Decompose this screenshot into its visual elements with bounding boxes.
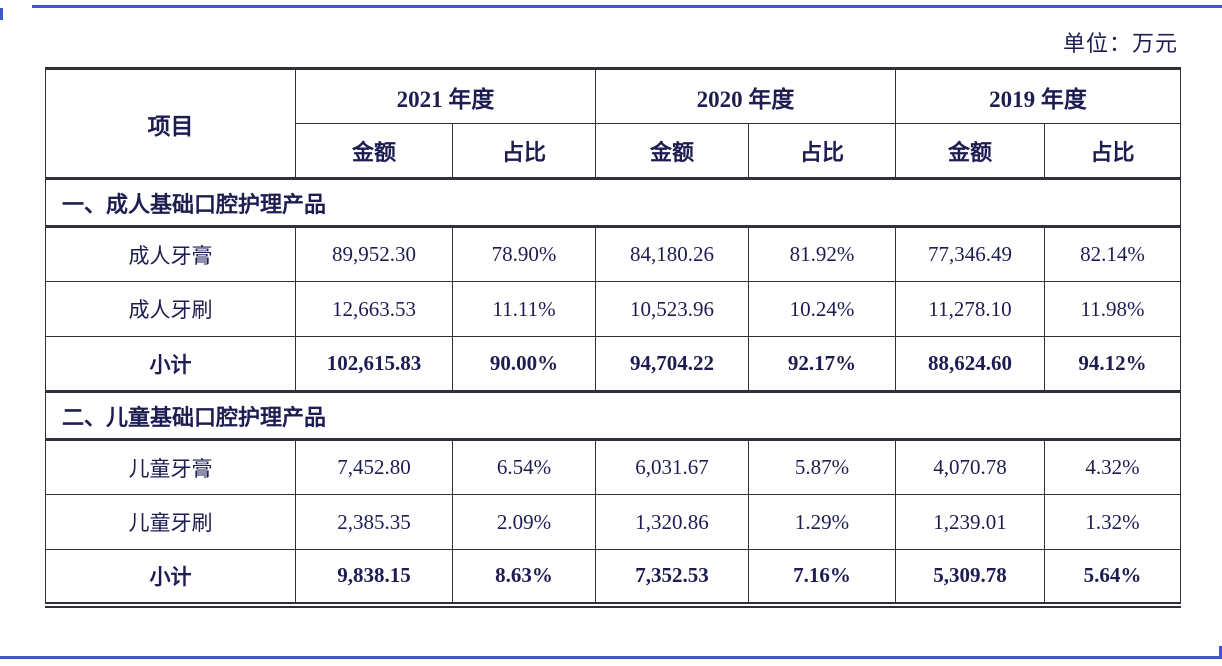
amount-cell-2019: 11,278.10 xyxy=(895,281,1045,337)
ratio-cell-2021: 11.11% xyxy=(452,281,596,337)
column-header-item: 项目 xyxy=(45,68,296,179)
amount-cell-2021: 102,615.83 xyxy=(295,336,453,392)
table-row-adult-toothbrush: 成人牙刷 12,663.53 11.11% 10,523.96 10.24% 1… xyxy=(45,281,1181,337)
amount-cell-2020: 6,031.67 xyxy=(595,439,749,495)
subheader-amount-2019: 金额 xyxy=(895,123,1045,180)
year-header-2021: 2021 年度 xyxy=(295,68,596,124)
amount-cell-2019: 4,070.78 xyxy=(895,439,1045,495)
subheader-ratio-2020: 占比 xyxy=(748,123,896,180)
section-row-children: 二、儿童基础口腔护理产品 xyxy=(45,390,1181,441)
amount-cell-2020: 10,523.96 xyxy=(595,281,749,337)
subheader-ratio-2021: 占比 xyxy=(452,123,596,180)
row-name-cell: 儿童牙膏 xyxy=(45,439,296,495)
amount-cell-2020: 84,180.26 xyxy=(595,226,749,282)
year-header-2020: 2020 年度 xyxy=(595,68,896,124)
row-name-cell: 儿童牙刷 xyxy=(45,494,296,550)
financial-breakdown-table: 项目 2021 年度 2020 年度 2019 年度 金额 占比 金额 占比 金… xyxy=(45,67,1181,608)
ratio-cell-2019: 5.64% xyxy=(1044,549,1181,608)
table-row-children-subtotal: 小计 9,838.15 8.63% 7,352.53 7.16% 5,309.7… xyxy=(45,549,1181,608)
amount-cell-2021: 89,952.30 xyxy=(295,226,453,282)
table-row-children-toothbrush: 儿童牙刷 2,385.35 2.09% 1,320.86 1.29% 1,239… xyxy=(45,494,1181,550)
amount-cell-2020: 7,352.53 xyxy=(595,549,749,608)
section-title-children: 二、儿童基础口腔护理产品 xyxy=(45,390,1181,441)
table-row-children-toothpaste: 儿童牙膏 7,452.80 6.54% 6,031.67 5.87% 4,070… xyxy=(45,439,1181,495)
section-row-adult: 一、成人基础口腔护理产品 xyxy=(45,177,1181,228)
amount-cell-2020: 94,704.22 xyxy=(595,336,749,392)
amount-cell-2019: 88,624.60 xyxy=(895,336,1045,392)
amount-cell-2019: 77,346.49 xyxy=(895,226,1045,282)
amount-cell-2019: 1,239.01 xyxy=(895,494,1045,550)
ratio-cell-2020: 10.24% xyxy=(748,281,896,337)
ratio-cell-2021: 90.00% xyxy=(452,336,596,392)
amount-cell-2019: 5,309.78 xyxy=(895,549,1045,608)
blue-frame-bottom-line xyxy=(0,656,1222,659)
subheader-amount-2020: 金额 xyxy=(595,123,749,180)
ratio-cell-2019: 4.32% xyxy=(1044,439,1181,495)
ratio-cell-2020: 1.29% xyxy=(748,494,896,550)
amount-cell-2020: 1,320.86 xyxy=(595,494,749,550)
ratio-cell-2020: 92.17% xyxy=(748,336,896,392)
amount-cell-2021: 9,838.15 xyxy=(295,549,453,608)
year-header-row: 项目 2021 年度 2020 年度 2019 年度 xyxy=(45,68,1181,179)
amount-cell-2021: 12,663.53 xyxy=(295,281,453,337)
blue-frame-left-tick xyxy=(0,8,3,20)
ratio-cell-2019: 94.12% xyxy=(1044,336,1181,392)
row-name-cell: 成人牙刷 xyxy=(45,281,296,337)
table-row-adult-subtotal: 小计 102,615.83 90.00% 94,704.22 92.17% 88… xyxy=(45,336,1181,392)
unit-label: 单位：万元 xyxy=(1062,31,1178,56)
ratio-cell-2021: 8.63% xyxy=(452,549,596,608)
table-row-adult-toothpaste: 成人牙膏 89,952.30 78.90% 84,180.26 81.92% 7… xyxy=(45,226,1181,282)
row-name-cell: 成人牙膏 xyxy=(45,226,296,282)
ratio-cell-2021: 6.54% xyxy=(452,439,596,495)
section-title-adult: 一、成人基础口腔护理产品 xyxy=(45,177,1181,228)
ratio-cell-2020: 81.92% xyxy=(748,226,896,282)
blue-frame-top-line xyxy=(32,5,1222,8)
amount-cell-2021: 2,385.35 xyxy=(295,494,453,550)
ratio-cell-2021: 78.90% xyxy=(452,226,596,282)
subheader-amount-2021: 金额 xyxy=(295,123,453,180)
table-header: 项目 2021 年度 2020 年度 2019 年度 金额 占比 金额 占比 金… xyxy=(45,68,1181,180)
row-name-cell: 小计 xyxy=(45,549,296,608)
table-body: 一、成人基础口腔护理产品 成人牙膏 89,952.30 78.90% 84,18… xyxy=(45,177,1181,608)
year-header-2019: 2019 年度 xyxy=(895,68,1181,124)
blue-frame-right-tick xyxy=(1219,646,1222,656)
amount-cell-2021: 7,452.80 xyxy=(295,439,453,495)
ratio-cell-2019: 1.32% xyxy=(1044,494,1181,550)
ratio-cell-2020: 5.87% xyxy=(748,439,896,495)
subheader-row: 金额 占比 金额 占比 金额 占比 xyxy=(46,123,1181,180)
row-name-cell: 小计 xyxy=(45,336,296,392)
ratio-cell-2019: 82.14% xyxy=(1044,226,1181,282)
subheader-ratio-2019: 占比 xyxy=(1044,123,1181,180)
ratio-cell-2019: 11.98% xyxy=(1044,281,1181,337)
ratio-cell-2020: 7.16% xyxy=(748,549,896,608)
ratio-cell-2021: 2.09% xyxy=(452,494,596,550)
